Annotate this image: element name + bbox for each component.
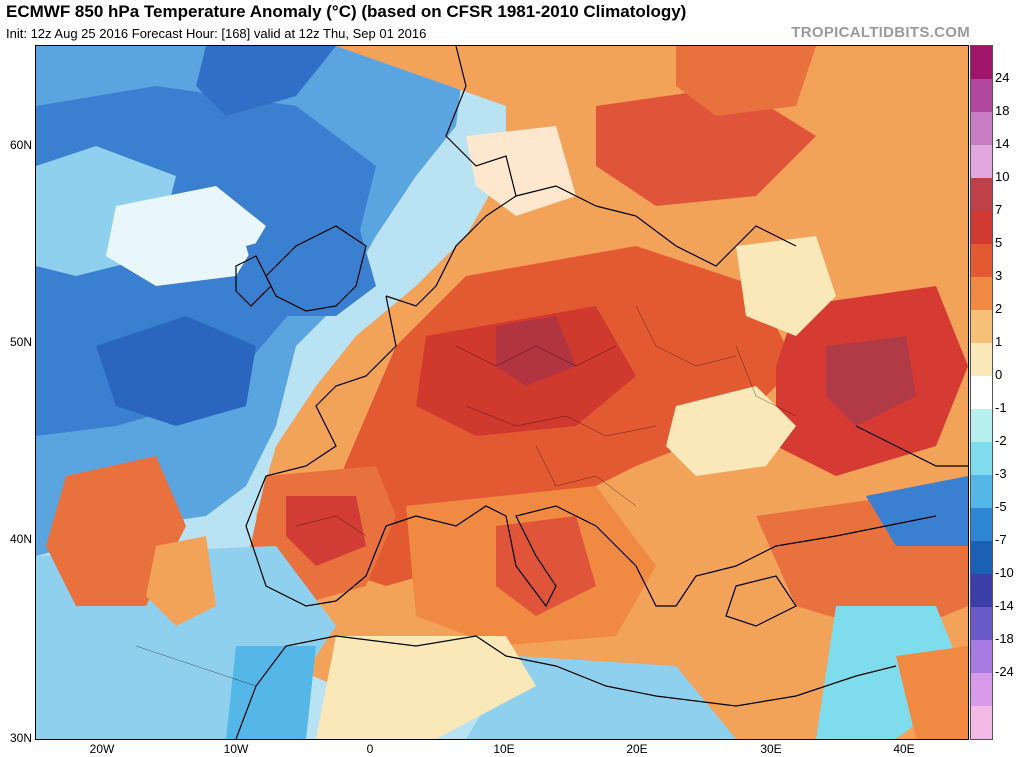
colorbar-swatch: [971, 145, 992, 178]
lon-label: 0: [366, 742, 374, 756]
colorbar-swatch: [971, 376, 992, 409]
colorbar-tick-label: -14: [995, 598, 1014, 613]
colorbar-tick-label: -24: [995, 664, 1014, 679]
lon-label: 10E: [493, 742, 515, 756]
colorbar-tick-label: -2: [995, 433, 1007, 448]
colorbar-swatch: [971, 673, 992, 706]
colorbar-tick-label: -18: [995, 631, 1014, 646]
colorbar-swatch: [971, 541, 992, 574]
colorbar-tick-label: 7: [995, 202, 1003, 217]
colorbar-swatch: [971, 46, 992, 79]
colorbar-swatch: [971, 475, 992, 508]
colorbar-tick-label: 18: [995, 103, 1010, 118]
colorbar-tick-label: 3: [995, 268, 1003, 283]
lat-label: 30N: [9, 731, 32, 745]
lat-label: 60N: [9, 138, 32, 152]
lon-label: 30E: [760, 742, 782, 756]
colorbar-swatch: [971, 409, 992, 442]
colorbar-swatch: [971, 112, 992, 145]
lon-label: 10W: [223, 742, 249, 756]
colorbar: [970, 45, 993, 740]
colorbar-tick-label: 24: [995, 70, 1010, 85]
site-credit: TROPICALTIDBITS.COM: [791, 24, 970, 41]
colorbar-swatch: [971, 310, 992, 343]
anomaly-map: [35, 45, 969, 740]
colorbar-swatch: [971, 343, 992, 376]
colorbar-swatch: [971, 574, 992, 607]
colorbar-tick-label: -10: [995, 565, 1014, 580]
colorbar-swatch: [971, 178, 992, 211]
colorbar-swatch: [971, 706, 992, 739]
colorbar-tick-label: -1: [995, 400, 1007, 415]
colorbar-tick-label: -3: [995, 466, 1007, 481]
colorbar-swatch: [971, 244, 992, 277]
lat-label: 50N: [9, 335, 32, 349]
colorbar-tick-label: 0: [995, 367, 1003, 382]
map-subtitle: Init: 12z Aug 25 2016 Forecast Hour: [16…: [6, 26, 427, 41]
lon-label: 20W: [89, 742, 115, 756]
colorbar-tick-label: 14: [995, 136, 1010, 151]
colorbar-tick-label: 10: [995, 169, 1010, 184]
colorbar-swatch: [971, 79, 992, 112]
colorbar-swatch: [971, 442, 992, 475]
colorbar-swatch: [971, 508, 992, 541]
colorbar-tick-label: 1: [995, 334, 1003, 349]
colorbar-swatch: [971, 607, 992, 640]
colorbar-swatch: [971, 640, 992, 673]
colorbar-tick-label: -7: [995, 532, 1007, 547]
map-title: ECMWF 850 hPa Temperature Anomaly (°C) (…: [6, 2, 687, 21]
colorbar-swatch: [971, 277, 992, 310]
lat-label: 40N: [9, 532, 32, 546]
lon-label: 40E: [893, 742, 915, 756]
colorbar-tick-label: -5: [995, 499, 1007, 514]
lon-label: 20E: [626, 742, 648, 756]
map-canvas: [36, 46, 968, 739]
colorbar-tick-label: 5: [995, 235, 1003, 250]
colorbar-swatch: [971, 211, 992, 244]
colorbar-tick-label: 2: [995, 301, 1003, 316]
